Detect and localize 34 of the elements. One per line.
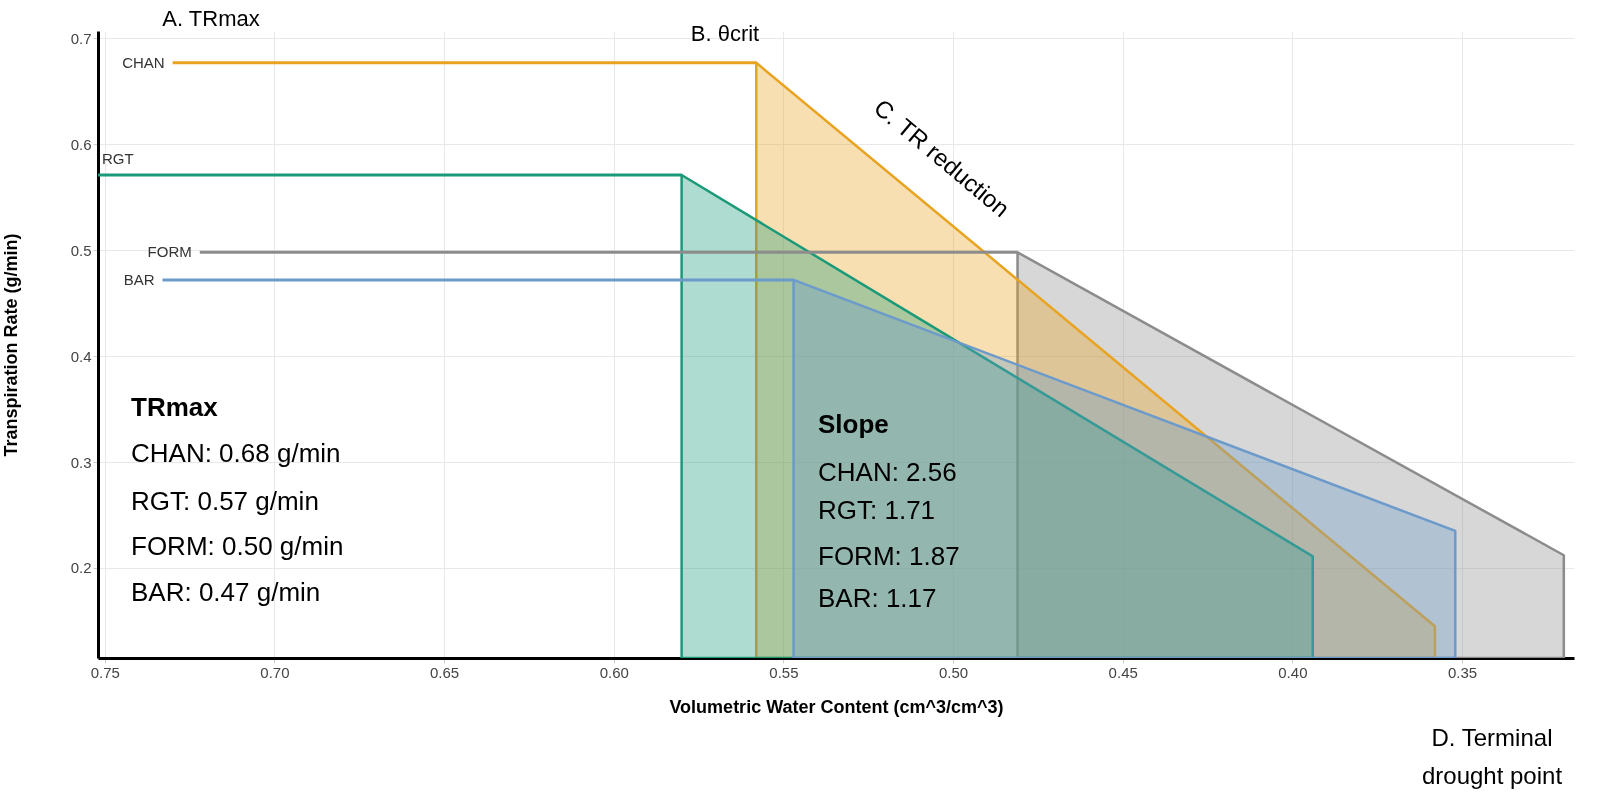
- annotation: CHAN: 2.56: [818, 457, 957, 487]
- annotation: BAR: 1.17: [818, 583, 937, 613]
- series-label: BAR: [123, 270, 155, 288]
- annotation: CHAN: 0.68 g/min: [131, 438, 341, 468]
- annotation: FORM: 0.50 g/min: [131, 531, 344, 561]
- series-label: CHAN: [122, 53, 165, 71]
- y-tick-label: 0.6: [70, 135, 92, 153]
- x-tick-label: 0.40: [1278, 663, 1308, 681]
- x-tick-label: 0.50: [938, 663, 969, 681]
- x-tick-label: 0.35: [1447, 663, 1478, 681]
- annotation: B. θcrit: [690, 21, 760, 46]
- y-tick-label: 0.7: [70, 29, 92, 47]
- series-label: RGT: [102, 150, 134, 168]
- y-axis-title: Transpiration Rate (g/min): [0, 233, 21, 457]
- annotation: RGT: 1.71: [818, 495, 936, 525]
- x-tick-label: 0.65: [429, 663, 460, 681]
- y-tick-label: 0.3: [70, 453, 92, 471]
- x-tick-label: 0.45: [1108, 663, 1138, 681]
- y-tick-label: 0.4: [70, 347, 92, 365]
- annotation: Slope: [818, 409, 889, 439]
- annotation: TRmax: [131, 392, 219, 422]
- annotation: FORM: 1.87: [818, 541, 960, 571]
- annotation: RGT: 0.57 g/min: [131, 486, 319, 516]
- x-axis-title: Volumetric Water Content (cm^3/cm^3): [669, 696, 1004, 717]
- series-label: FORM: [147, 243, 192, 261]
- x-tick-label: 0.75: [90, 663, 120, 681]
- x-tick-label: 0.55: [769, 663, 799, 681]
- y-tick-label: 0.5: [70, 241, 92, 259]
- text: A. TRmax: [162, 6, 260, 31]
- text: D. Terminal drought point: [1421, 724, 1563, 789]
- annotation: BAR: 0.47 g/min: [131, 577, 321, 607]
- y-tick-label: 0.2: [70, 559, 92, 577]
- x-tick-label: 0.70: [260, 663, 290, 681]
- x-tick-label: 0.60: [599, 663, 629, 681]
